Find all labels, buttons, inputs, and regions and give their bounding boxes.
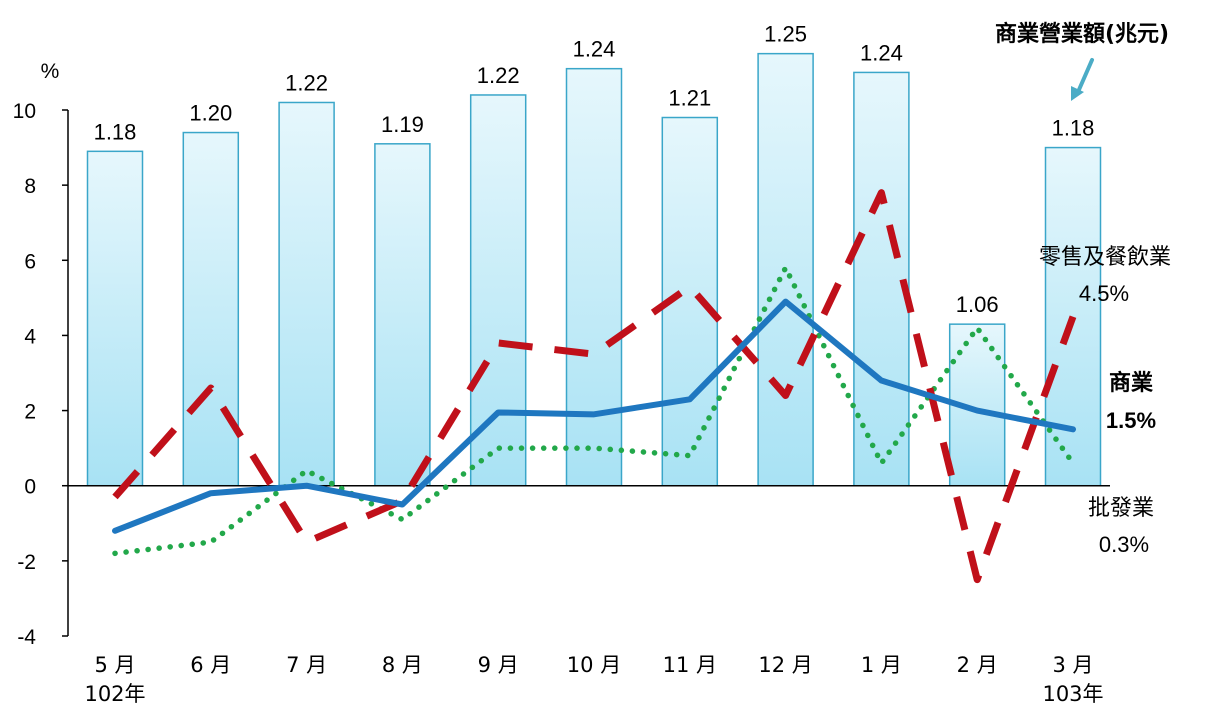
- x-tick-label: 5 月: [94, 653, 135, 677]
- x-tick-label: 3 月: [1052, 653, 1093, 677]
- x-tick-label: 2 月: [957, 653, 998, 677]
- bar-value-label: 1.25: [764, 22, 807, 47]
- y-tick-label: 0: [24, 476, 36, 499]
- y-tick-label: 10: [13, 100, 36, 123]
- bar-legend-title: 商業營業額(兆元): [995, 21, 1169, 47]
- series-value-wholesale: 0.3%: [1099, 532, 1149, 557]
- bar: [182, 131, 240, 487]
- bars-layer: 1.18 1.20 1.22 1.19 1.22 1.24 1.21 1.25 1.24 1.06…: [86, 22, 1102, 487]
- series-label-commerce: 商業: [1109, 370, 1154, 396]
- axis-layer: -4 -2 0 2 4 6 8 10 5 月 6 月 7 月 8 月 9 月 10 月 11 月 12 月 1 …: [13, 100, 1110, 706]
- bar-value-label: 1.18: [1052, 116, 1095, 141]
- x-tick-label: 9 月: [478, 653, 519, 677]
- bar-value-label: 1.24: [860, 40, 903, 65]
- x-tick-label: 7 月: [286, 653, 327, 677]
- bar-value-label: 1.24: [573, 37, 616, 62]
- bar-value-label: 1.21: [668, 86, 711, 111]
- series-label-retail: 零售及餐飲業: [1039, 245, 1171, 270]
- bar-value-label: 1.18: [94, 119, 137, 144]
- bar-value-label: 1.22: [477, 63, 520, 88]
- series-line-solid: [112, 298, 1076, 534]
- x-tick-label: 11 月: [663, 653, 717, 677]
- series-value-commerce: 1.5%: [1106, 408, 1156, 433]
- y-tick-label: 2: [24, 401, 36, 424]
- series-line-dot: [112, 265, 1076, 557]
- y-tick-label: 4: [24, 325, 36, 348]
- bar-legend-arrow-icon: [1071, 58, 1094, 101]
- bar: [853, 71, 910, 487]
- x-tick-label: 12 月: [758, 653, 812, 677]
- bar-value-label: 1.06: [956, 292, 999, 317]
- x-tick-label: 1 月: [861, 653, 902, 677]
- lines-layer: [112, 189, 1077, 584]
- bar: [86, 150, 144, 487]
- bar: [565, 67, 623, 487]
- labels-layer: % 商業營業額(兆元) 零售及餐飲業 4.5% 商業 1.5% 批發業 0.3%: [41, 21, 1171, 557]
- y-unit-label: %: [41, 60, 60, 83]
- bar: [374, 143, 431, 487]
- x-tick-label: 8 月: [382, 653, 423, 677]
- x-tick-label: 6 月: [190, 653, 231, 677]
- y-tick-label: -2: [17, 551, 36, 574]
- series-value-retail: 4.5%: [1079, 281, 1129, 306]
- y-tick-label: -4: [17, 626, 36, 649]
- x-year-label: 102年: [84, 682, 145, 706]
- bar: [278, 101, 335, 487]
- y-tick-label: 6: [24, 250, 36, 273]
- x-tick-label: 10 月: [567, 653, 621, 677]
- y-tick-label: 8: [24, 175, 36, 198]
- bar-value-label: 1.22: [285, 70, 328, 95]
- bar-value-label: 1.19: [381, 112, 424, 137]
- series-label-wholesale: 批發業: [1088, 496, 1154, 521]
- x-year-label: 103年: [1042, 682, 1103, 706]
- bar-value-label: 1.20: [189, 101, 232, 126]
